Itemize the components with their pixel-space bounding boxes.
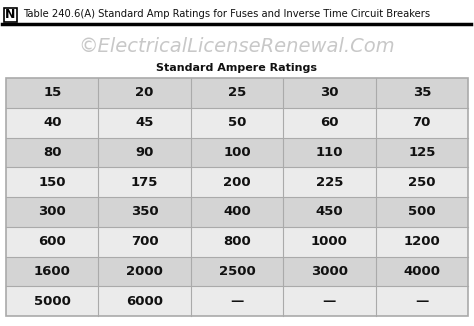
Text: 500: 500 [408, 205, 436, 218]
Text: 30: 30 [320, 86, 338, 99]
FancyBboxPatch shape [4, 8, 17, 22]
Text: 350: 350 [131, 205, 158, 218]
Text: 45: 45 [136, 116, 154, 129]
Bar [6, 227, 468, 257]
Text: 450: 450 [316, 205, 343, 218]
Text: Table 240.6(A) Standard Amp Ratings for Fuses and Inverse Time Circuit Breakers: Table 240.6(A) Standard Amp Ratings for … [23, 9, 430, 19]
Text: 80: 80 [43, 146, 62, 159]
Text: 4000: 4000 [403, 265, 440, 278]
Text: 600: 600 [38, 235, 66, 248]
Bar [6, 286, 468, 316]
Text: —: — [230, 295, 244, 308]
Text: 1600: 1600 [34, 265, 71, 278]
Bar [6, 167, 468, 197]
Text: 175: 175 [131, 176, 158, 189]
Text: 15: 15 [43, 86, 61, 99]
Text: 250: 250 [408, 176, 436, 189]
Text: 5000: 5000 [34, 295, 71, 308]
Bar [6, 108, 468, 138]
Text: 300: 300 [38, 205, 66, 218]
Text: 2500: 2500 [219, 265, 255, 278]
Text: 20: 20 [136, 86, 154, 99]
Text: 225: 225 [316, 176, 343, 189]
Text: 90: 90 [136, 146, 154, 159]
Text: Standard Ampere Ratings: Standard Ampere Ratings [156, 63, 318, 73]
Text: 3000: 3000 [311, 265, 348, 278]
Text: —: — [415, 295, 428, 308]
Bar [6, 197, 468, 227]
Text: 2000: 2000 [126, 265, 163, 278]
Bar [6, 257, 468, 286]
Text: 70: 70 [412, 116, 431, 129]
Text: 700: 700 [131, 235, 158, 248]
Text: 35: 35 [412, 86, 431, 99]
Text: 150: 150 [38, 176, 66, 189]
Text: 40: 40 [43, 116, 62, 129]
Text: 125: 125 [408, 146, 436, 159]
Text: 60: 60 [320, 116, 338, 129]
Text: —: — [323, 295, 336, 308]
Text: 50: 50 [228, 116, 246, 129]
Text: 200: 200 [223, 176, 251, 189]
Text: 6000: 6000 [126, 295, 163, 308]
Text: 110: 110 [316, 146, 343, 159]
Bar [6, 78, 468, 316]
Text: N: N [5, 8, 16, 22]
Text: 1000: 1000 [311, 235, 348, 248]
Text: 1200: 1200 [403, 235, 440, 248]
Bar [6, 78, 468, 108]
Bar [6, 138, 468, 167]
Text: 100: 100 [223, 146, 251, 159]
Text: 25: 25 [228, 86, 246, 99]
Text: ©ElectricalLicenseRenewal.Com: ©ElectricalLicenseRenewal.Com [79, 37, 395, 55]
Text: 800: 800 [223, 235, 251, 248]
Text: 400: 400 [223, 205, 251, 218]
